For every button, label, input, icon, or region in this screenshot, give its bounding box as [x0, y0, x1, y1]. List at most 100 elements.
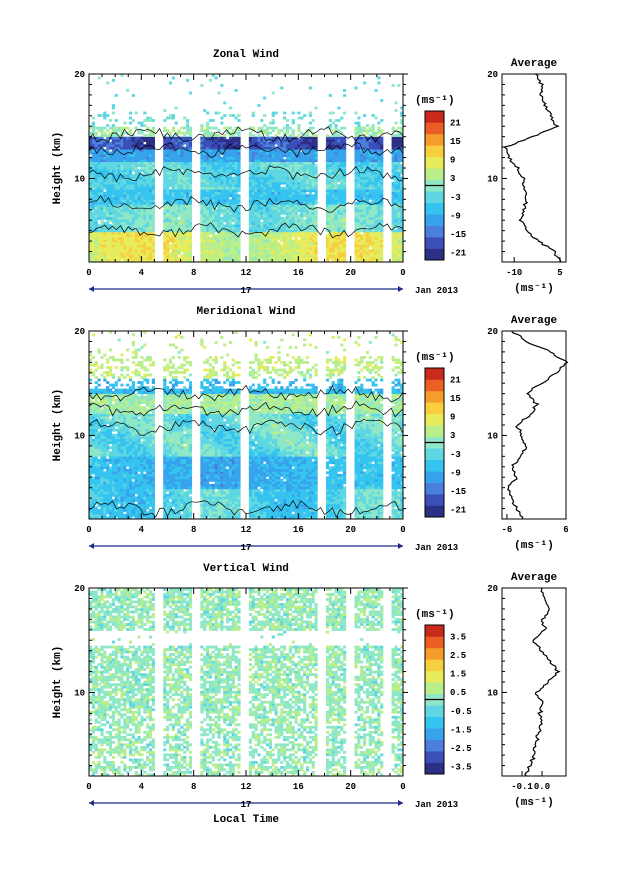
- heatmap-cell: [280, 199, 284, 203]
- heatmap-cell: [365, 236, 370, 240]
- heatmap-cell: [140, 146, 144, 150]
- heatmap-cell: [297, 191, 301, 195]
- heatmap-cell: [328, 239, 332, 243]
- heatmap-cell: [365, 141, 370, 145]
- heatmap-cell: [263, 241, 267, 245]
- heatmap-cell: [134, 229, 138, 233]
- heatmap-cell: [223, 156, 227, 160]
- heatmap-cell: [140, 179, 144, 183]
- heatmap-cell: [257, 196, 261, 200]
- heatmap-cell: [89, 234, 93, 238]
- heatmap-cell: [171, 189, 175, 193]
- heatmap-cell: [166, 139, 170, 142]
- heatmap-cell: [357, 146, 361, 150]
- contour-line: [88, 142, 404, 159]
- heatmap-cell: [188, 199, 193, 203]
- heatmap-cell: [208, 136, 213, 140]
- heatmap-cell: [257, 144, 261, 147]
- heatmap-cell: [268, 249, 272, 253]
- heatmap-cell: [334, 244, 338, 248]
- heatmap-cell: [285, 176, 290, 180]
- heatmap-cell: [288, 201, 292, 205]
- heatmap-cell: [217, 219, 221, 223]
- heatmap-cell: [89, 236, 93, 240]
- heatmap-cell: [220, 179, 224, 183]
- heatmap-cell: [214, 161, 218, 165]
- heatmap-cell: [166, 226, 170, 230]
- heatmap-cell: [140, 219, 144, 223]
- heatmap-cell: [280, 236, 284, 240]
- heatmap-cell: [354, 226, 358, 230]
- heatmap-cell: [371, 129, 375, 132]
- heatmap-cell: [180, 201, 184, 205]
- heatmap-cell: [180, 229, 184, 233]
- heatmap-cell: [94, 246, 98, 250]
- heatmap-cell: [166, 211, 170, 215]
- heatmap-cell: [394, 101, 398, 105]
- heatmap-cell: [277, 181, 281, 185]
- heatmap-cell: [103, 259, 107, 263]
- heatmap-cell: [163, 119, 167, 122]
- heatmap-cell: [303, 139, 307, 142]
- heatmap-cell: [231, 211, 235, 215]
- heatmap-cell: [391, 241, 395, 245]
- heatmap-cell: [234, 226, 238, 230]
- heatmap-cell: [114, 176, 118, 180]
- heatmap-cell: [171, 224, 175, 228]
- heatmap-cell: [311, 184, 315, 188]
- heatmap-cell: [365, 196, 370, 200]
- heatmap-cell: [291, 221, 295, 225]
- heatmap-cell: [257, 161, 261, 165]
- heatmap-cell: [100, 174, 104, 178]
- heatmap-cell: [265, 191, 270, 195]
- heatmap-cell: [254, 189, 258, 193]
- heatmap-cell: [108, 251, 113, 255]
- heatmap-cell: [391, 146, 395, 150]
- heatmap-cell: [126, 144, 130, 147]
- heatmap-cell: [300, 184, 304, 188]
- heatmap-cell: [371, 194, 375, 198]
- heatmap-cell: [180, 211, 184, 215]
- heatmap-cell: [357, 181, 361, 185]
- heatmap-cell: [103, 179, 107, 183]
- heatmap-cell: [100, 244, 104, 248]
- heatmap-cell: [331, 146, 335, 150]
- heatmap-cell: [354, 111, 358, 115]
- heatmap-cell: [365, 246, 370, 250]
- heatmap-cell: [217, 254, 221, 258]
- heatmap-cell: [228, 191, 233, 195]
- heatmap-cell: [308, 144, 312, 147]
- heatmap-cell: [103, 159, 107, 163]
- heatmap-cell: [163, 164, 167, 168]
- heatmap-cell: [340, 144, 344, 147]
- heatmap-cell: [89, 204, 93, 208]
- heatmap-cell: [91, 126, 95, 130]
- heatmap-cell: [334, 221, 338, 225]
- heatmap-cell: [305, 146, 310, 150]
- heatmap-cell: [126, 201, 130, 205]
- heatmap-cell: [186, 236, 190, 240]
- heatmap-cell: [337, 219, 341, 223]
- heatmap-cell: [328, 204, 332, 208]
- heatmap-cell: [365, 209, 370, 213]
- heatmap-cell: [208, 251, 213, 255]
- heatmap-cell: [314, 259, 318, 263]
- heatmap-cell: [265, 211, 270, 215]
- heatmap-cell: [223, 219, 227, 223]
- heatmap-cell: [263, 161, 267, 165]
- heatmap-cell: [123, 229, 127, 233]
- heatmap-cell: [91, 189, 95, 193]
- heatmap-cell: [120, 74, 124, 77]
- heatmap-cell: [340, 221, 344, 225]
- heatmap-cell: [200, 159, 204, 163]
- heatmap-cell: [231, 231, 235, 235]
- heatmap-cell: [331, 166, 335, 170]
- heatmap-cell: [211, 151, 215, 155]
- heatmap-cell: [325, 181, 330, 185]
- heatmap-cell: [288, 224, 292, 228]
- heatmap-cell: [268, 166, 272, 170]
- heatmap-cell: [283, 191, 287, 195]
- heatmap-cell: [263, 256, 267, 260]
- heatmap-cell: [357, 166, 361, 170]
- heatmap-cell: [143, 259, 147, 263]
